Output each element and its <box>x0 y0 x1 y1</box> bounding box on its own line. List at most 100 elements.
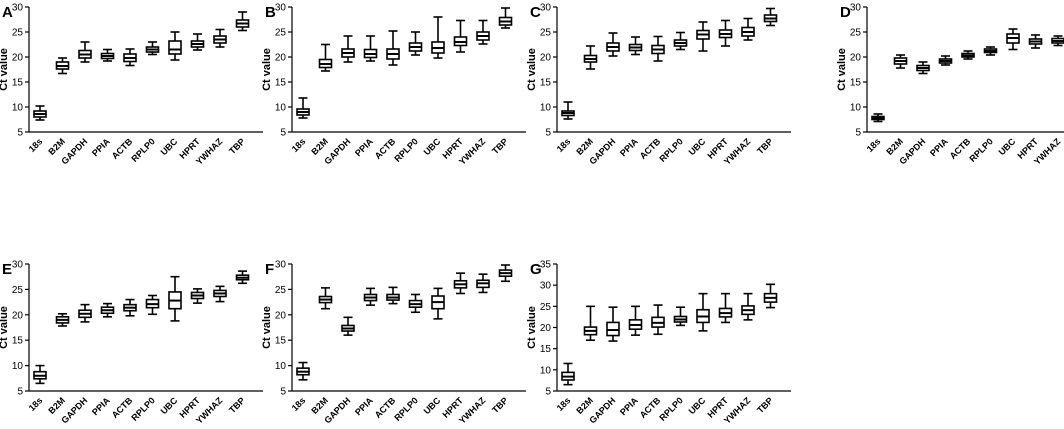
box-gapdh <box>606 306 620 342</box>
y-tick-label: 30 <box>275 260 287 271</box>
x-tick-label: PPIA <box>90 395 112 417</box>
x-tick-label: RPLP0 <box>657 395 685 423</box>
box-tbp <box>235 270 250 285</box>
y-tick-label: 20 <box>540 53 552 64</box>
box-gapdh <box>78 303 92 323</box>
x-tick-label: 18s <box>555 395 573 413</box>
x-tick-label: RPLP0 <box>967 136 995 164</box>
box-gapdh <box>341 316 355 336</box>
x-tick-label: TBP <box>755 395 775 415</box>
box-hprt <box>453 272 468 295</box>
y-tick-label: 30 <box>540 281 552 292</box>
box-ywhaz <box>1051 35 1064 47</box>
y-tick-label: 15 <box>12 336 24 347</box>
y-tick-label: 10 <box>275 103 287 114</box>
y-tick-label: 5 <box>17 128 23 139</box>
y-tick-label: 25 <box>12 28 24 39</box>
box-rplp0 <box>145 294 160 316</box>
y-tick-label: 30 <box>12 3 24 14</box>
x-tick-label: PPIA <box>618 395 640 417</box>
panel-label-e: E <box>2 261 12 278</box>
box-ppia <box>938 55 953 66</box>
box-18s <box>296 97 310 119</box>
box-rplp0 <box>408 31 423 56</box>
box-tbp <box>763 7 778 27</box>
y-tick-label: 30 <box>540 3 552 14</box>
x-tick-label: RPLP0 <box>129 136 157 164</box>
x-tick-label: 18s <box>27 395 45 413</box>
y-tick-label: 15 <box>540 344 552 355</box>
box-gapdh <box>341 35 355 63</box>
panel-label-c: C <box>530 4 541 21</box>
y-tick-label: 25 <box>540 302 552 313</box>
y-tick-label: 5 <box>545 387 551 398</box>
box-18s <box>561 101 575 120</box>
box-actb <box>123 48 137 67</box>
y-axis-title: Ct value <box>261 48 273 91</box>
box-ubc <box>696 292 710 332</box>
box-ywhaz <box>741 292 755 321</box>
box-b2m <box>583 45 598 70</box>
box-ywhaz <box>213 285 227 303</box>
box-ubc <box>431 287 445 320</box>
y-tick-label: 5 <box>280 128 286 139</box>
x-tick-label: PPIA <box>90 136 112 158</box>
box-18s <box>33 105 47 121</box>
y-axis-title: Ct value <box>526 48 538 91</box>
box-rplp0 <box>983 46 998 56</box>
box-gapdh <box>606 32 620 57</box>
box-b2m <box>55 312 70 327</box>
box-18s <box>871 113 885 123</box>
y-tick-label: 5 <box>545 128 551 139</box>
y-axis-title: Ct value <box>526 306 538 349</box>
box-b2m <box>318 43 333 72</box>
x-tick-label: TBP <box>490 136 510 156</box>
box-18s <box>33 364 47 385</box>
box-hprt <box>718 292 733 324</box>
x-tick-label: PPIA <box>928 136 950 158</box>
y-tick-label: 30 <box>275 3 287 14</box>
box-hprt <box>453 19 468 53</box>
x-tick-label: PPIA <box>353 395 375 417</box>
box-ubc <box>696 21 710 52</box>
box-ppia <box>100 302 115 318</box>
box-hprt <box>718 19 733 47</box>
box-hprt <box>190 288 205 304</box>
x-tick-label: RPLP0 <box>392 395 420 423</box>
x-tick-label: 18s <box>555 136 573 154</box>
panel-label-d: D <box>840 4 851 21</box>
box-ubc <box>431 16 445 59</box>
box-rplp0 <box>673 306 688 327</box>
box-ppia <box>100 48 115 62</box>
x-tick-label: 18s <box>865 136 883 154</box>
panel-label-a: A <box>2 4 13 21</box>
y-tick-label: 20 <box>540 323 552 334</box>
box-gapdh <box>916 61 930 75</box>
y-tick-label: 20 <box>275 310 287 321</box>
y-tick-label: 15 <box>275 78 287 89</box>
y-tick-label: 35 <box>540 260 552 271</box>
y-tick-label: 10 <box>275 361 287 372</box>
iqr-box <box>606 321 620 337</box>
y-axis-title: Ct value <box>0 48 10 91</box>
y-tick-label: 5 <box>855 128 861 139</box>
box-ppia <box>363 287 378 306</box>
x-tick-label: RPLP0 <box>129 395 157 423</box>
y-tick-label: 5 <box>280 387 286 398</box>
box-ywhaz <box>213 28 227 48</box>
x-tick-label: 18s <box>290 136 308 154</box>
box-actb <box>123 298 137 317</box>
box-ywhaz <box>476 273 490 294</box>
box-actb <box>386 286 400 305</box>
box-ppia <box>363 35 378 62</box>
y-tick-label: 20 <box>12 310 24 321</box>
x-tick-label: PPIA <box>618 136 640 158</box>
y-tick-label: 10 <box>850 103 862 114</box>
y-tick-label: 10 <box>540 365 552 376</box>
box-ppia <box>628 305 643 336</box>
y-axis-title: Ct value <box>261 306 273 349</box>
